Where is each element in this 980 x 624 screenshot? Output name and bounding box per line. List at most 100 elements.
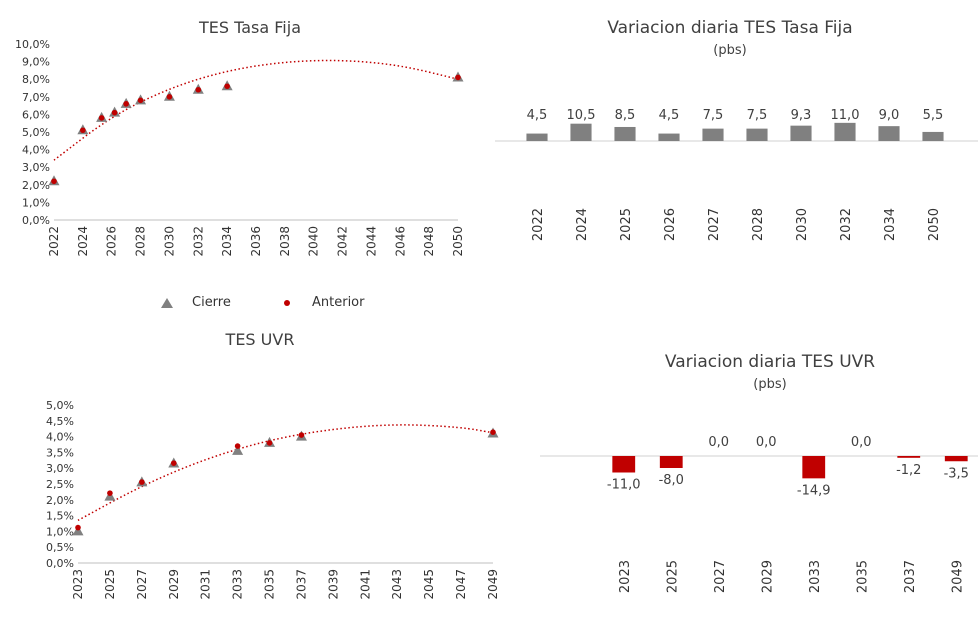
point-anterior — [490, 429, 496, 435]
y-tick-label: 7,0% — [22, 91, 50, 104]
x-tick-label: 2036 — [249, 226, 263, 257]
x-tick-label: 2024 — [575, 208, 590, 241]
x-tick-label: 2048 — [422, 226, 436, 257]
x-tick-label: 2024 — [76, 226, 90, 257]
y-tick-label: 4,5% — [46, 415, 74, 428]
point-anterior — [170, 460, 177, 466]
point-anterior — [75, 524, 81, 531]
x-tick-label: 2035 — [855, 560, 870, 593]
bar-value-label: 7,5 — [703, 108, 724, 123]
x-tick-label: 2035 — [263, 569, 277, 600]
x-tick-label: 2022 — [531, 208, 546, 241]
y-tick-label: 8,0% — [22, 73, 50, 86]
y-tick-label: 5,0% — [22, 126, 50, 139]
chart-uvr-variation: -11,0 2023 -8,0 2025 0,0 2027 0,0 2029 -14,9 2033… — [540, 435, 978, 593]
y-tick-label: 0,0% — [46, 557, 74, 570]
x-tick-label: 2030 — [162, 226, 176, 257]
point-anterior — [137, 97, 144, 104]
y-tick-label: 0,0% — [22, 214, 50, 227]
x-tick-label: 2042 — [336, 226, 350, 257]
y-tick-label: 4,0% — [22, 144, 50, 157]
legend-dot-marker — [284, 299, 290, 306]
x-tick-label: 2027 — [713, 560, 728, 593]
x-tick-label: 2049 — [486, 569, 500, 600]
point-anterior — [107, 490, 113, 496]
x-tick-label: 2032 — [191, 226, 205, 257]
chart-subtitle-fija-var: (pbs) — [713, 43, 747, 58]
bar-value-label: 4,5 — [659, 108, 680, 123]
bar-value-label: 11,0 — [831, 108, 860, 123]
bar-value-label: 8,5 — [615, 108, 636, 123]
y-tick-label: 4,0% — [46, 431, 74, 444]
x-tick-label: 2022 — [47, 226, 61, 257]
x-tick-label: 2030 — [795, 208, 810, 241]
point-anterior — [111, 109, 118, 116]
x-tick-label: 2026 — [663, 208, 678, 241]
y-tick-label: 1,0% — [46, 525, 74, 538]
y-tick-label: 1,5% — [46, 510, 74, 523]
bar — [897, 456, 921, 458]
point-anterior — [234, 443, 241, 449]
x-tick-label: 2045 — [422, 569, 436, 600]
chart-fija-variation: 4,5 2022 10,5 2024 8,5 2025 4,5 2026 7,5 2027 7,5 2… — [495, 108, 978, 241]
y-tick-label: 6,0% — [22, 108, 50, 121]
bar-value-label: -1,2 — [896, 463, 921, 478]
point-anterior — [98, 115, 105, 121]
bar-value-label: 0,0 — [756, 435, 777, 450]
x-tick-label: 2032 — [839, 208, 854, 241]
x-tick-label: 2033 — [808, 560, 823, 593]
bar-value-label: 5,5 — [923, 108, 944, 123]
chart-title-fija-var: Variacion diaria TES Tasa Fija — [607, 18, 853, 38]
x-tick-label: 2025 — [103, 569, 117, 600]
chart-title-fija: TES Tasa Fija — [198, 18, 301, 37]
bar-value-label: 4,5 — [527, 108, 548, 123]
x-tick-label: 2038 — [278, 226, 292, 257]
bar — [614, 126, 636, 141]
x-tick-label: 2023 — [71, 569, 85, 600]
point-cierre — [232, 444, 244, 455]
x-tick-label: 2031 — [199, 569, 213, 600]
x-tick-label: 2034 — [883, 208, 898, 241]
bar-value-label: 0,0 — [851, 435, 872, 450]
x-tick-label: 2044 — [364, 226, 378, 257]
bar-value-label: 0,0 — [708, 435, 729, 450]
x-tick-label: 2050 — [927, 208, 942, 241]
chart-title-uvr-var: Variacion diaria TES UVR — [664, 352, 876, 372]
bar — [570, 123, 592, 141]
x-tick-label: 2049 — [950, 560, 965, 593]
chart-title-uvr: TES UVR — [225, 330, 295, 349]
x-tick-label: 2039 — [326, 569, 340, 600]
bar — [944, 456, 968, 462]
trend-line — [77, 424, 494, 521]
bar-value-label: -11,0 — [607, 478, 641, 493]
point-anterior — [166, 94, 173, 100]
point-anterior — [80, 127, 86, 134]
x-tick-label: 2023 — [618, 560, 633, 593]
x-tick-label: 2037 — [903, 560, 918, 593]
bar-value-label: -3,5 — [944, 466, 969, 481]
y-tick-label: 10,0% — [15, 38, 50, 51]
y-tick-label: 2,0% — [22, 179, 50, 192]
bar — [702, 128, 724, 141]
x-tick-label: 2027 — [135, 569, 149, 600]
x-tick-label: 2046 — [393, 226, 407, 257]
legend-triangle-marker — [161, 297, 173, 308]
x-tick-label: 2025 — [665, 560, 680, 593]
y-tick-label: 2,0% — [46, 494, 74, 507]
bar — [878, 126, 900, 141]
point-anterior — [195, 86, 202, 93]
point-anterior — [224, 83, 230, 90]
legend: Cierre Anterior — [160, 295, 364, 310]
x-tick-label: 2028 — [751, 208, 766, 241]
y-tick-label: 0,5% — [46, 541, 74, 554]
x-tick-label: 2029 — [167, 569, 181, 600]
bar — [834, 122, 856, 141]
y-tick-label: 5,0% — [46, 399, 74, 412]
point-anterior — [298, 432, 305, 438]
x-tick-label: 2025 — [619, 208, 634, 241]
y-tick-label: 2,5% — [46, 478, 74, 491]
x-tick-label: 2026 — [105, 226, 119, 257]
bar-value-label: 9,0 — [879, 108, 900, 123]
x-tick-label: 2041 — [358, 569, 372, 600]
x-tick-label: 2029 — [760, 560, 775, 593]
